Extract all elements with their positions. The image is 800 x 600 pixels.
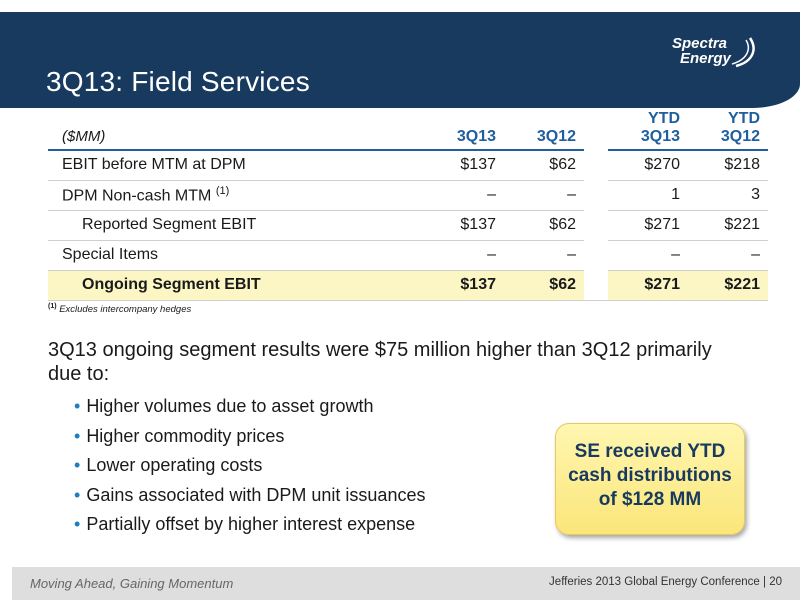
table-row: EBIT before MTM at DPM $137 $62 $270 $21… [48, 149, 768, 180]
column-header-line: 3Q12 [720, 128, 760, 145]
row-label: DPM Non-cash MTM (1) [48, 179, 416, 210]
column-gap [584, 239, 608, 270]
footer-conference-page: Jefferies 2013 Global Energy Conference … [549, 576, 782, 588]
list-item-text: Partially offset by higher interest expe… [86, 514, 416, 534]
column-header-line: YTD [728, 110, 760, 127]
table-row: DPM Non-cash MTM (1) – – 1 3 [48, 179, 768, 210]
table-cell: $137 [416, 209, 504, 240]
summary-text: 3Q13 ongoing segment results were $75 mi… [48, 339, 712, 385]
slide-footer: Moving Ahead, Gaining Momentum Jefferies… [12, 567, 800, 600]
table-cell: 1 [608, 179, 688, 210]
row-label: EBIT before MTM at DPM [48, 149, 416, 180]
logo-swoosh-icon [731, 37, 755, 68]
column-gap [584, 179, 608, 210]
unit-label: ($MM) [48, 108, 416, 151]
callout-line: cash distributions [568, 465, 732, 486]
row-label: Reported Segment EBIT [48, 209, 416, 240]
table-header-row: ($MM) 3Q13 3Q12 YTD 3Q13 YTD 3Q12 [48, 108, 768, 151]
table-cell: – [608, 239, 688, 270]
row-label: Ongoing Segment EBIT [48, 269, 416, 301]
slide-title: 3Q13: Field Services [46, 66, 310, 97]
footer-tagline: Moving Ahead, Gaining Momentum [30, 576, 234, 591]
header-top-band [0, 0, 800, 12]
driver-bullet-list: • Higher volumes due to asset growth • Hig… [74, 392, 425, 540]
list-item-text: Lower operating costs [86, 455, 263, 475]
logo-text: Spectra Energy [672, 36, 731, 66]
table-cell: – [504, 179, 584, 210]
spectra-energy-logo: Spectra Energy [672, 36, 768, 80]
column-gap [584, 269, 608, 301]
table-cell: $221 [688, 269, 768, 301]
column-header-line: 3Q13 [640, 128, 680, 145]
table-cell: $271 [608, 209, 688, 240]
footer-separator: | [763, 576, 770, 588]
column-header: YTD 3Q13 [608, 108, 688, 151]
distribution-callout: SE received YTD cash distributions of $1… [555, 423, 745, 535]
table-cell: – [504, 239, 584, 270]
bullet-icon: • [74, 484, 81, 505]
table-cell: $137 [416, 269, 504, 301]
footnote-marker: (1) [215, 184, 230, 197]
slide-header: 3Q13: Field Services Spectra Energy [0, 0, 800, 108]
footnote-marker: (1) [48, 303, 57, 310]
conference-name: Jefferies 2013 Global Energy Conference [549, 576, 760, 588]
table-footnote: (1) Excludes intercompany hedges [48, 303, 191, 315]
row-label-text: DPM Non-cash MTM [62, 187, 212, 205]
column-gap [584, 209, 608, 240]
page-number: 20 [769, 576, 782, 588]
table-cell: $218 [688, 149, 768, 180]
list-item: • Lower operating costs [74, 451, 425, 481]
table-row-highlighted: Ongoing Segment EBIT $137 $62 $271 $221 [48, 269, 768, 301]
column-header: YTD 3Q12 [688, 108, 768, 151]
list-item: • Higher volumes due to asset growth [74, 392, 425, 422]
list-item: • Gains associated with DPM unit issuance… [74, 481, 425, 511]
table-cell: $137 [416, 149, 504, 180]
table-row: Reported Segment EBIT $137 $62 $271 $221 [48, 209, 768, 240]
bullet-icon: • [74, 396, 81, 416]
table-cell: $62 [504, 149, 584, 180]
table-cell: – [416, 239, 504, 270]
column-header-line: YTD [648, 110, 680, 127]
table-row: Special Items – – – – [48, 239, 768, 270]
table-cell: $62 [504, 269, 584, 301]
table-cell: $221 [688, 209, 768, 240]
table-cell: $62 [504, 209, 584, 240]
logo-line-1: Spectra [672, 35, 728, 52]
table-cell: $270 [608, 149, 688, 180]
table-cell: $271 [608, 269, 688, 301]
table-cell: 3 [688, 179, 768, 210]
footnote-text: Excludes intercompany hedges [59, 304, 192, 316]
column-gap [584, 149, 608, 180]
column-header: 3Q13 [416, 108, 504, 151]
logo-line-2: Energy [680, 50, 731, 67]
list-item-text: Higher volumes due to asset growth [86, 396, 374, 416]
bullet-icon: • [74, 514, 81, 534]
callout-line: SE received YTD [574, 441, 726, 462]
bullet-icon: • [74, 455, 81, 475]
table-cell: – [416, 179, 504, 210]
list-item: • Partially offset by higher interest exp… [74, 510, 425, 540]
row-label: Special Items [48, 239, 416, 270]
list-item-text: Higher commodity prices [86, 425, 285, 446]
list-item: • Higher commodity prices [74, 422, 425, 452]
ebit-table: ($MM) 3Q13 3Q12 YTD 3Q13 YTD 3Q12 EBIT bef… [48, 108, 768, 301]
table-cell: – [688, 239, 768, 270]
list-item-text: Gains associated with DPM unit issuances [86, 484, 426, 505]
column-header: 3Q12 [504, 108, 584, 151]
callout-line: of $128 MM [598, 489, 702, 510]
bullet-icon: • [74, 425, 81, 446]
column-gap [584, 108, 608, 151]
